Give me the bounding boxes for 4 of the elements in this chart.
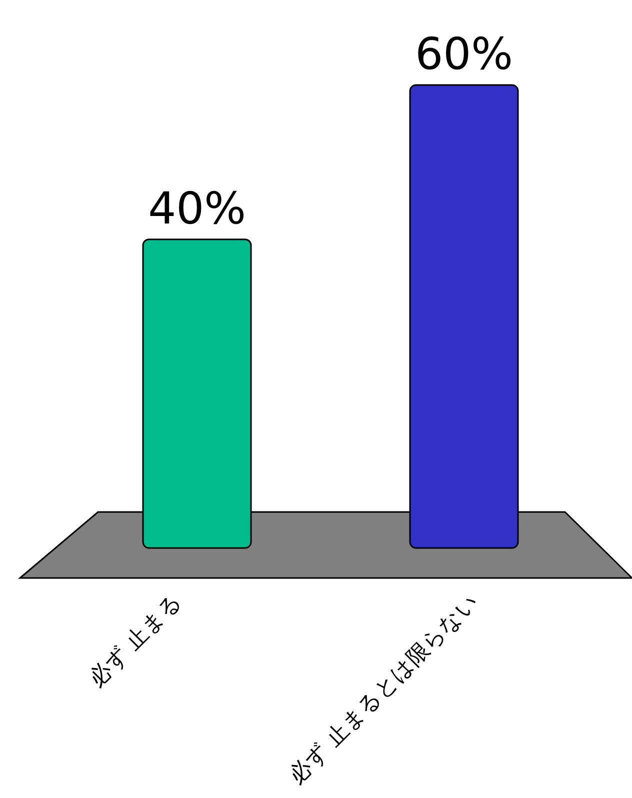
- x-tick-label: 必ず 止まるとは限らない: [284, 589, 484, 789]
- data-label: 60%: [415, 29, 513, 80]
- x-tick-label: 必ず 止まる: [84, 589, 187, 692]
- data-label: 40%: [148, 183, 246, 234]
